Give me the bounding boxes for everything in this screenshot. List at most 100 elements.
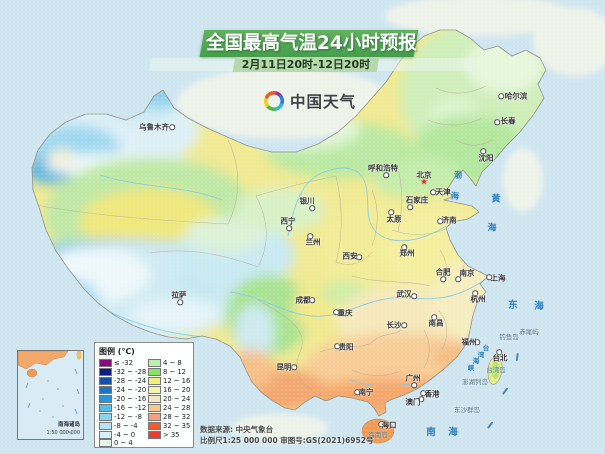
map-subtitle: 2月11日20时-12日20时 [241,58,371,71]
city-label: 太原 [386,214,402,224]
city-marker [474,339,480,345]
boundary-dash [515,352,519,362]
scale-line: 比例尺1:25 000 000 审图号:GS(2021)6952号 [200,436,374,445]
boundary-dash [486,421,494,429]
island-label: 赤尾屿 [519,328,539,336]
sea-label-char: 南 [426,427,436,438]
city-label: 哈尔滨 [504,91,528,101]
city-label: 呼和浩特 [368,163,398,173]
city-label: 南昌 [428,318,444,328]
legend-range-label: -20 ~ -16 [114,395,147,403]
city-marker [307,233,313,239]
legend-range-label: 16 ~ 20 [163,386,191,395]
legend-swatch [99,359,112,368]
city-marker [407,204,413,210]
city-label: 兰州 [305,237,321,247]
sea-label-char: 湾 [477,350,485,359]
legend-columns: ≤ -32 -32 ~ -28 -28 ~ -24 -24 ~ -20 -20 ~ -1… [99,359,190,448]
legend-range-label: 28 ~ 32 [163,412,191,421]
city-label: 西宁 [280,216,296,226]
city-label: 澳门 [405,397,421,407]
sea-label-char: 峡 [467,363,475,372]
data-source-line: 数据来源: 中央气象台 [200,425,274,434]
city-label: 长沙 [386,320,402,330]
logo-text: 中国天气 [290,93,357,111]
city-label: 福州 [461,337,477,347]
legend-swatch [99,403,112,412]
legend-swatch [148,377,161,386]
legend-row: 4 ~ 8 [148,359,190,368]
capital-star-marker: ★ [419,177,429,188]
legend-row: -28 ~ -24 [99,377,148,386]
legend-row: > 35 [148,430,190,439]
city-label: 香港 [424,389,440,399]
legend-column-cold: ≤ -32 -32 ~ -28 -28 ~ -24 -24 ~ -20 -20 ~ -1… [99,359,148,448]
legend-swatch [148,386,161,395]
legend-swatch [148,359,161,368]
city-marker [388,209,394,215]
legend-range-label: -12 ~ -8 [114,412,142,421]
city-marker [169,124,175,130]
legend-range-label: ≤ -32 [114,359,133,368]
island-label: 台湾岛 [486,366,506,374]
city-label: 济南 [441,215,457,225]
city-label: 郑州 [399,248,415,258]
legend-range-label: -8 ~ -4 [114,421,138,430]
legend-row: 20 ~ 24 [148,395,190,404]
attribution: 数据来源: 中央气象台 比例尺1:25 000 000 审图号:GS(2021)… [200,424,373,446]
sea-label-char: 海 [487,223,497,234]
legend-swatch [148,395,161,403]
legend-swatch [99,412,112,421]
banner-streak-right [376,58,475,71]
city-marker [356,254,362,260]
city-marker [440,276,446,282]
weather-pinwheel-icon [264,91,284,111]
legend-swatch [99,430,112,439]
legend-swatch [99,386,112,395]
city-marker [494,119,500,125]
city-marker [418,396,424,402]
legend-range-label: -4 ~ 0 [114,430,136,439]
city-marker [498,93,504,99]
inset-label: 南海诸岛 [57,422,80,428]
city-label: 合肥 [435,267,451,277]
legend-range-label: -16 ~ -12 [114,403,147,412]
island-label: 澎湖列岛 [462,378,488,386]
city-marker [486,274,492,280]
legend-range-label: > 35 [163,430,180,439]
city-marker [472,290,478,296]
city-marker [309,297,315,303]
legend-title: 图例 (℃) [99,347,135,356]
legend-row: 24 ~ 28 [148,403,190,412]
map-title: 全国最高气温24小时预报 [206,33,417,54]
temperature-legend: 图例 (℃) ≤ -32 -32 ~ -28 -28 ~ -24 -24 ~ -20-… [94,342,194,448]
legend-swatch [99,395,112,403]
city-label: 海口 [381,420,397,430]
city-label: 武汉 [396,289,412,299]
city-marker [480,148,486,154]
city-label: 台北 [492,353,508,363]
legend-range-label: 32 ~ 35 [163,421,191,430]
city-label: 南宁 [358,387,374,397]
city-marker [383,172,389,178]
legend-swatch [148,421,161,430]
island-label: 海南岛 [368,431,388,439]
banner-streak-left [148,58,240,71]
city-marker [411,293,417,299]
city-label: 北京 [416,170,432,180]
sea-label-char: 海 [451,191,459,201]
legend-row: 28 ~ 32 [148,412,190,421]
legend-row: -24 ~ -20 [99,386,148,395]
legend-row: -20 ~ -16 [99,395,148,404]
city-label: 乌鲁木齐 [139,122,169,132]
sea-label-char: 海 [534,301,544,312]
legend-row: 12 ~ 16 [148,377,190,386]
city-marker [378,421,384,427]
sea-label-char: 渤 [454,170,462,180]
island-label: 东沙群岛 [454,406,480,414]
city-marker [401,322,407,328]
south-china-sea-inset: 南海诸岛 1:50 000 000 [17,350,84,440]
